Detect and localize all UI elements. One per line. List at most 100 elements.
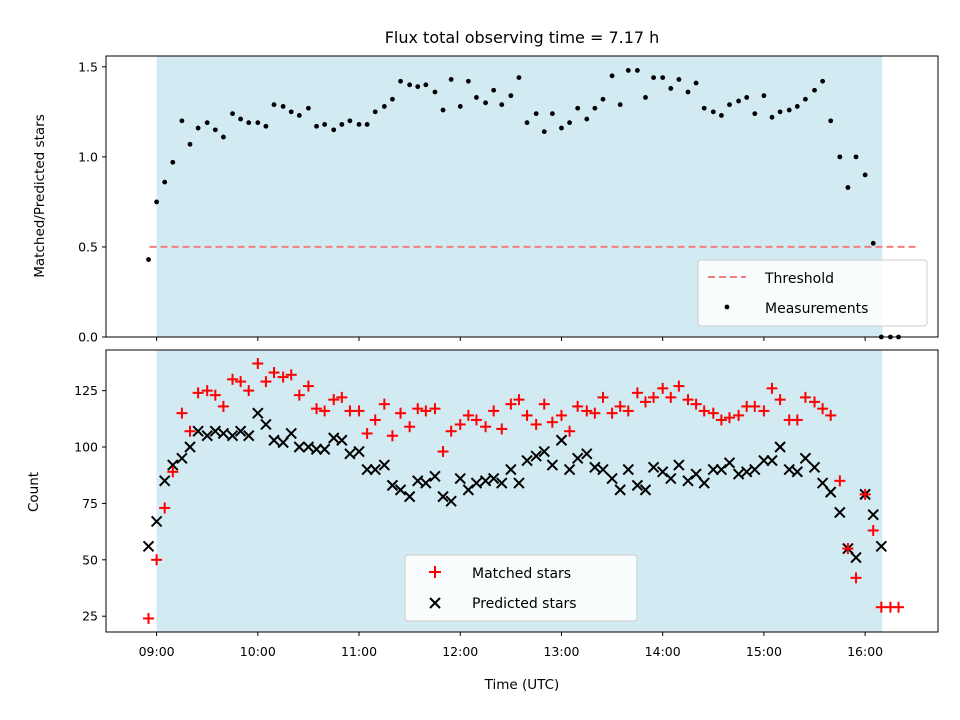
measurement-point (296, 113, 302, 118)
measurement-point (559, 125, 564, 131)
measurement-point (508, 93, 514, 99)
measurement-point (862, 172, 868, 178)
predicted-star-point (243, 430, 255, 442)
x-tick-label: 15:00 (746, 644, 782, 659)
x-tick-label: 14:00 (645, 644, 681, 659)
measurement-point (769, 114, 775, 120)
measurement-point (322, 122, 328, 127)
matched-star-point (252, 358, 264, 370)
measurement-point (170, 159, 176, 165)
predicted-star-point (799, 452, 812, 464)
bottom-y-axis-label: Count (26, 472, 42, 512)
predicted-star-point (513, 477, 525, 489)
predicted-legend-swatch (429, 597, 441, 609)
measurement-point (457, 104, 463, 109)
measurement-point (794, 104, 800, 109)
measurement-point (727, 102, 732, 108)
top-y-tick-label: 1.0 (78, 149, 98, 164)
measurement-point (549, 111, 555, 117)
matched-star-point (209, 389, 221, 401)
predicted-star-point (597, 463, 609, 476)
matched-star-point (817, 403, 829, 415)
bottom-legend-box (404, 554, 638, 622)
measurement-point (820, 78, 826, 84)
matched-star-point (412, 403, 424, 415)
matched-star-point (682, 394, 694, 406)
measurement-point (676, 77, 682, 82)
matched-star-point (302, 380, 314, 392)
matched-star-point (227, 373, 239, 385)
matched-star-point (842, 543, 854, 555)
matched-star-point (437, 446, 449, 458)
matched-star-point (167, 466, 179, 478)
matched-star-point (159, 502, 171, 514)
predicted-star-point (386, 479, 399, 492)
predicted-star-point (234, 425, 247, 437)
measurement-point (761, 93, 767, 99)
measurement-point (347, 118, 353, 124)
matched-star-point (235, 376, 247, 388)
matched-star-point (723, 412, 735, 424)
predicted-star-point (521, 454, 533, 467)
matched-star-point (462, 409, 474, 421)
predicted-star-point (875, 540, 888, 552)
measurement-point (440, 107, 446, 113)
measurement-point (372, 109, 378, 115)
measurement-point (432, 89, 438, 95)
measurement-point (146, 257, 151, 262)
predicted-star-point (758, 454, 770, 467)
matched-legend-swatch (429, 566, 441, 578)
measurement-point (752, 111, 758, 117)
matched-star-point (749, 400, 761, 412)
matched-star-point (505, 398, 517, 410)
matched-star-point (192, 387, 204, 399)
measurement-point (634, 68, 640, 73)
matched-star-point (622, 405, 634, 417)
predicted-star-point (496, 477, 508, 489)
measurement-point (718, 113, 724, 118)
predicted-star-point (150, 515, 163, 528)
matched-star-point (260, 376, 272, 388)
predicted-legend-label: Predicted stars (472, 596, 577, 612)
bottom-plot-frame (105, 349, 939, 633)
matched-star-point (893, 601, 905, 613)
measurement-point (584, 116, 590, 122)
x-tick-label: 16:00 (847, 644, 883, 659)
measurement-point (499, 102, 505, 108)
predicted-star-point (285, 427, 297, 440)
measurement-point (212, 127, 218, 133)
predicted-star-point (412, 475, 424, 487)
measurement-point (625, 68, 631, 73)
matched-star-point (665, 391, 677, 403)
bottom-panel: 25 50 75 100 125 09:00 10:00 11:00 12:00 13:00 14… (26, 349, 939, 693)
predicted-star-point (293, 441, 306, 453)
predicted-star-point (454, 472, 466, 485)
measurement-point (483, 100, 488, 106)
matched-star-point (361, 427, 373, 439)
matched-star-point (631, 387, 643, 399)
matched-star-point (834, 475, 846, 487)
predicted-star-point (445, 495, 457, 507)
measurement-point (651, 75, 656, 81)
matched-star-point (268, 367, 280, 379)
measurement-point (828, 118, 834, 124)
measurement-point (643, 95, 648, 100)
matched-star-point (454, 418, 466, 430)
predicted-star-point (631, 479, 644, 492)
measurement-point (744, 95, 750, 100)
matched-star-point (657, 382, 669, 394)
measurements-legend-swatch (724, 304, 730, 310)
predicted-star-point (403, 490, 416, 503)
predicted-star-point (834, 506, 846, 519)
predicted-star-point (142, 540, 155, 552)
matched-star-point (698, 405, 710, 417)
predicted-star-point (505, 463, 517, 476)
matched-star-point (581, 405, 593, 417)
matched-star-point (715, 414, 727, 426)
matched-star-point (496, 423, 508, 435)
bottom-y-tick-label: 100 (74, 440, 98, 455)
matched-star-point (319, 405, 331, 417)
measurement-point (609, 73, 615, 79)
matched-star-point (420, 405, 432, 417)
